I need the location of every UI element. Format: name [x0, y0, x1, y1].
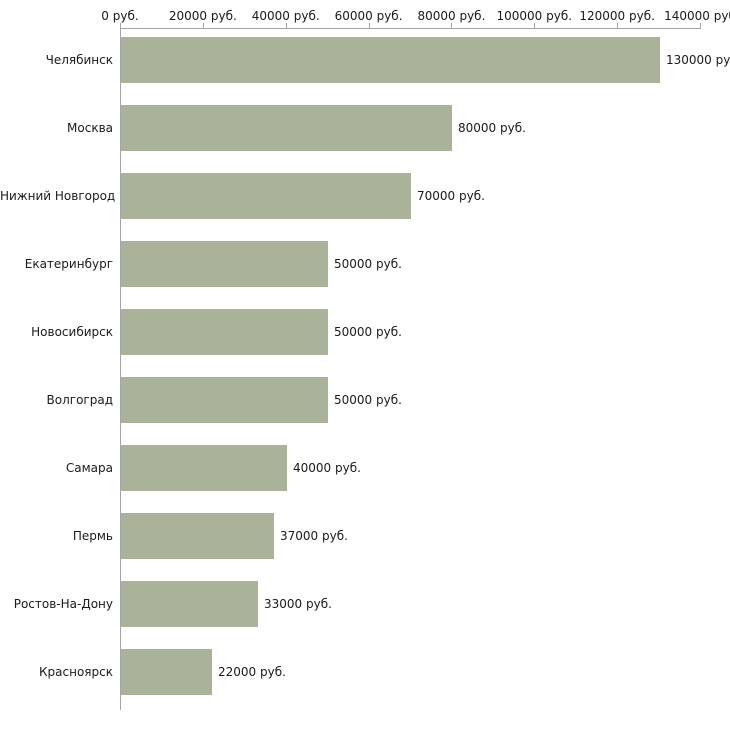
bar-row: Ростов-На-Дону 33000 руб. — [0, 570, 730, 638]
value-label: 130000 руб. — [666, 53, 730, 67]
bar-row: Нижний Новгород 70000 руб. — [0, 162, 730, 230]
bar — [121, 241, 328, 287]
value-label: 22000 руб. — [218, 665, 286, 679]
x-axis-tick — [202, 23, 204, 28]
bar-row: Красноярск 22000 руб. — [0, 638, 730, 706]
category-label: Екатеринбург — [24, 257, 113, 271]
bar-row: Екатеринбург 50000 руб. — [0, 230, 730, 298]
x-axis-tick-label: 120000 руб. — [579, 9, 655, 23]
x-axis-tick-label: 140000 руб — [664, 9, 730, 23]
x-axis-tick-label: 80000 руб. — [417, 9, 486, 23]
bar — [121, 309, 328, 355]
category-label: Нижний Новгород — [0, 189, 116, 203]
x-axis-tick — [700, 23, 701, 28]
x-axis-tick-label: 40000 руб. — [251, 9, 320, 23]
value-label: 50000 руб. — [334, 393, 402, 407]
bar-row: Москва 80000 руб. — [0, 94, 730, 162]
bar — [121, 445, 287, 491]
bar — [121, 105, 452, 151]
category-label: Новосибирск — [31, 325, 113, 339]
value-label: 80000 руб. — [458, 121, 526, 135]
bar-row: Волгоград 50000 руб. — [0, 366, 730, 434]
x-axis-tick-label: 60000 руб. — [334, 9, 403, 23]
category-label: Красноярск — [39, 665, 113, 679]
bar — [121, 513, 274, 559]
x-axis-tick — [534, 23, 536, 28]
value-label: 70000 руб. — [417, 189, 485, 203]
x-axis-tick — [617, 23, 619, 28]
value-label: 37000 руб. — [280, 529, 348, 543]
x-axis-tick — [451, 23, 453, 28]
category-label: Челябинск — [45, 53, 113, 67]
value-label: 50000 руб. — [334, 257, 402, 271]
value-label: 33000 руб. — [264, 597, 332, 611]
value-label: 50000 руб. — [334, 325, 402, 339]
x-axis-tick — [368, 23, 370, 28]
bar-row: Самара 40000 руб. — [0, 434, 730, 502]
x-axis-line — [120, 28, 701, 29]
x-axis-tick-label: 100000 руб. — [496, 9, 573, 23]
x-axis-tick — [120, 23, 121, 28]
value-label: 40000 руб. — [293, 461, 361, 475]
bar — [121, 649, 212, 695]
category-label: Москва — [67, 121, 113, 135]
bar-row: Челябинск 130000 руб. — [0, 26, 730, 94]
category-label: Ростов-На-Дону — [13, 597, 113, 611]
x-axis-tick — [285, 23, 287, 28]
y-axis-line — [120, 28, 121, 710]
x-axis-tick-label: 20000 руб. — [168, 9, 237, 23]
category-label: Волгоград — [46, 393, 113, 407]
category-label: Пермь — [72, 529, 113, 543]
bar — [121, 377, 328, 423]
x-axis-tick-label: 0 руб. — [101, 9, 139, 23]
category-label: Самара — [65, 461, 113, 475]
bar — [121, 581, 258, 627]
bar — [121, 37, 660, 83]
bar-row: Пермь 37000 руб. — [0, 502, 730, 570]
bar-row: Новосибирск 50000 руб. — [0, 298, 730, 366]
bar — [121, 173, 411, 219]
